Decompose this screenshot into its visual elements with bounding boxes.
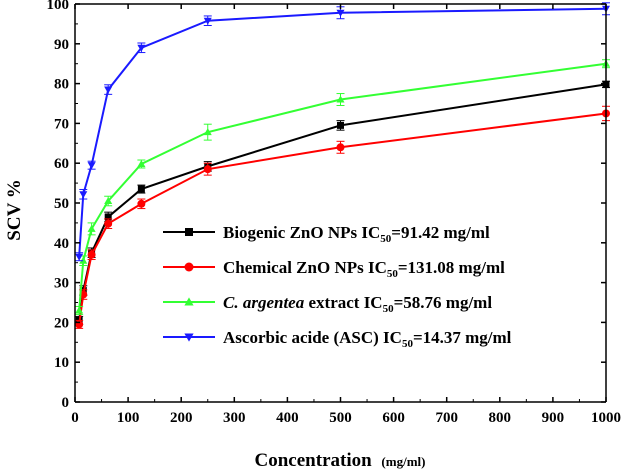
x-tick-label: 900	[542, 410, 565, 426]
y-tick-label: 70	[54, 116, 69, 132]
legend-label-part: =58.76 mg/ml	[394, 293, 493, 312]
legend-label-part: =14.37 mg/ml	[413, 328, 512, 347]
legend-label-italic: C. argentea	[223, 293, 305, 312]
series-line	[78, 112, 607, 325]
legend-label: Chemical ZnO NPs IC50=131.08 mg/ml	[223, 258, 505, 280]
legend-label-part: =91.42 mg/ml	[391, 223, 490, 242]
data-point	[87, 250, 96, 259]
data-point	[75, 320, 84, 329]
legend-label: C. argentea extract IC50=58.76 mg/ml	[223, 293, 492, 315]
data-point	[104, 219, 113, 228]
x-axis-label: Concentration	[255, 450, 373, 471]
data-point	[104, 86, 113, 94]
x-axis-unit: (mg/ml)	[381, 454, 425, 469]
data-point	[336, 95, 345, 103]
axes-layer	[74, 3, 607, 403]
x-axis-title: Concentration (mg/ml)	[255, 450, 426, 471]
data-point	[79, 256, 88, 264]
legend-label: Biogenic ZnO NPs IC50=91.42 mg/ml	[223, 223, 490, 245]
data-point	[137, 159, 146, 168]
series-0	[75, 80, 610, 325]
data-point	[104, 196, 113, 205]
y-tick-label: 10	[54, 355, 69, 371]
y-tick-label: 40	[54, 236, 69, 252]
x-tick-label: 300	[223, 410, 246, 426]
data-point	[336, 9, 345, 17]
legend-item-1: Chemical ZnO NPs IC50=131.08 mg/ml	[163, 258, 505, 280]
data-point	[337, 121, 344, 129]
legend-item-3: Ascorbic acide (ASC) IC50=14.37 mg/ml	[163, 328, 512, 350]
y-tick-label: 60	[54, 156, 69, 172]
data-point	[87, 224, 96, 232]
y-tick-label: 80	[54, 77, 69, 93]
data-point	[87, 162, 96, 170]
legend-marker	[184, 333, 194, 342]
y-tick-label: 100	[47, 0, 70, 13]
x-tick-label: 1000	[591, 410, 621, 426]
data-point	[137, 185, 145, 193]
data-point	[79, 191, 88, 199]
legend-label-part: Ascorbic acide (ASC) IC	[223, 328, 402, 347]
data-point	[75, 253, 84, 261]
legend-label-part: extract IC	[304, 293, 382, 312]
y-tick-label: 50	[54, 196, 69, 212]
data-point	[104, 213, 112, 221]
x-tick-label: 200	[170, 410, 193, 426]
series-line	[78, 7, 607, 257]
data-point	[336, 143, 345, 152]
series-3	[75, 2, 611, 262]
data-point	[203, 17, 212, 25]
x-tick-label: 0	[71, 410, 79, 426]
x-tick-label: 500	[329, 410, 352, 426]
x-tick-label: 400	[276, 410, 299, 426]
legend-subscript: 50	[383, 303, 395, 315]
series-line	[78, 62, 607, 311]
legend-subscript: 50	[402, 338, 414, 350]
y-tick-label: 20	[54, 315, 69, 331]
data-point	[137, 44, 146, 52]
legend: Biogenic ZnO NPs IC50=91.42 mg/mlChemica…	[163, 223, 512, 350]
legend-label: Ascorbic acide (ASC) IC50=14.37 mg/ml	[223, 328, 512, 350]
data-point	[203, 165, 212, 174]
series-layer	[75, 2, 611, 329]
x-tick-label: 600	[382, 410, 405, 426]
legend-marker	[185, 228, 193, 236]
data-point	[137, 199, 146, 208]
legend-label-part: Biogenic ZnO NPs IC	[223, 223, 380, 242]
legend-item-2: C. argentea extract IC50=58.76 mg/ml	[163, 293, 492, 315]
legend-marker	[184, 262, 194, 272]
tick-labels: 0 100 200 300 400 500 600 700 800 900 1000 0 10 20 30 4…	[47, 0, 622, 426]
x-tick-label: 700	[435, 410, 458, 426]
legend-subscript: 50	[387, 268, 399, 280]
legend-label-part: =131.08 mg/ml	[398, 258, 505, 277]
legend-label-part: Chemical ZnO NPs IC	[223, 258, 387, 277]
legend-marker	[184, 297, 194, 306]
series-line	[78, 83, 607, 321]
y-tick-label: 30	[54, 276, 69, 292]
x-tick-label: 100	[117, 410, 140, 426]
legend-subscript: 50	[380, 233, 392, 245]
y-axis-title: SCV %	[4, 179, 25, 240]
data-point	[75, 306, 84, 314]
x-tick-label: 800	[489, 410, 512, 426]
y-tick-label: 90	[54, 37, 69, 53]
legend-item-0: Biogenic ZnO NPs IC50=91.42 mg/ml	[163, 223, 490, 245]
data-point	[203, 128, 212, 136]
y-tick-label: 0	[62, 395, 70, 411]
